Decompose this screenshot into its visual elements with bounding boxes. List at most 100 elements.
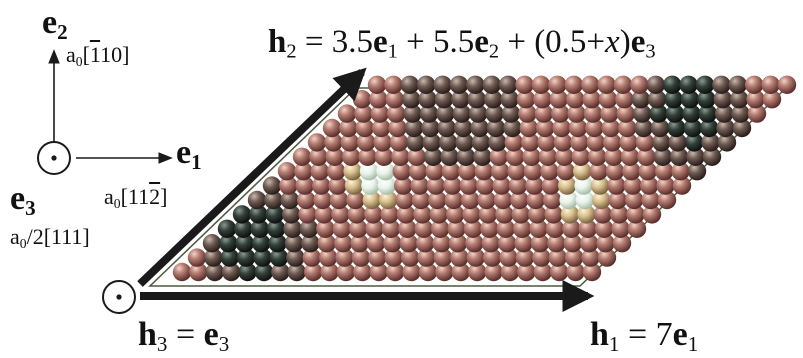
atom <box>663 75 682 95</box>
atom <box>384 248 403 267</box>
atom <box>204 248 223 267</box>
atom <box>623 176 642 195</box>
atom <box>336 262 356 282</box>
atom <box>612 234 632 253</box>
atom <box>652 133 671 152</box>
atom <box>386 262 405 282</box>
atom <box>417 248 436 267</box>
atom <box>399 234 418 253</box>
atom <box>314 205 334 224</box>
atom <box>267 219 286 238</box>
atom <box>187 248 207 267</box>
atom <box>365 219 384 238</box>
atom <box>284 234 304 253</box>
atom <box>590 176 610 195</box>
atom <box>578 219 597 238</box>
atom <box>665 104 685 123</box>
atom <box>582 262 602 282</box>
atom <box>747 104 767 123</box>
atom <box>447 219 466 238</box>
atom <box>362 190 381 210</box>
atom <box>482 75 501 95</box>
atom <box>511 205 530 224</box>
atom <box>439 133 458 152</box>
atom <box>437 118 456 138</box>
atom <box>574 176 593 195</box>
atom <box>449 75 469 95</box>
atom <box>481 234 500 253</box>
atom <box>264 190 283 210</box>
atom <box>603 133 622 152</box>
atom <box>235 234 254 253</box>
atom <box>409 162 428 181</box>
atom <box>422 133 441 152</box>
atom <box>498 234 517 253</box>
atom <box>468 262 487 282</box>
atom <box>428 190 447 210</box>
atom <box>641 190 660 210</box>
atom <box>458 162 477 181</box>
atom <box>172 262 192 282</box>
atom <box>702 147 722 166</box>
atom <box>499 248 518 267</box>
e3-out-of-plane-dot <box>51 155 57 161</box>
atom <box>717 133 737 152</box>
atom <box>575 190 595 210</box>
atom <box>262 176 282 195</box>
atom <box>664 90 683 109</box>
atom <box>601 118 620 138</box>
atom <box>588 147 607 166</box>
atom <box>304 262 323 282</box>
atom <box>597 248 617 267</box>
atom <box>550 262 569 282</box>
atom <box>352 90 372 109</box>
atom <box>610 205 629 224</box>
e1-direction: a0[112] <box>104 184 168 211</box>
atom <box>489 147 508 166</box>
e3-direction: a0/2[111] <box>10 224 90 251</box>
atom <box>307 133 327 152</box>
atom <box>646 75 665 95</box>
atom <box>295 176 314 195</box>
atom <box>478 205 498 224</box>
atom <box>685 133 704 152</box>
atom <box>701 133 720 152</box>
atom <box>476 176 495 195</box>
atom <box>563 234 582 253</box>
atom <box>301 234 320 253</box>
atom <box>380 205 399 224</box>
atom <box>232 205 252 224</box>
atom <box>299 219 319 238</box>
atom <box>715 104 734 123</box>
atom <box>605 162 625 181</box>
atom <box>286 248 305 267</box>
atom <box>523 162 543 181</box>
atom <box>419 104 439 123</box>
atom <box>402 90 421 109</box>
atom <box>452 104 471 123</box>
atom <box>253 248 272 267</box>
atom <box>269 248 289 267</box>
atom <box>451 262 470 282</box>
atom <box>620 147 640 166</box>
atom <box>394 176 413 195</box>
atom <box>462 205 481 224</box>
atom <box>339 118 358 138</box>
atom <box>516 90 536 109</box>
atom <box>370 104 389 123</box>
atom <box>716 118 735 138</box>
atom <box>680 90 700 109</box>
atom <box>500 90 519 109</box>
atom <box>454 118 473 138</box>
atom <box>732 118 752 138</box>
atom <box>566 90 585 109</box>
atom <box>731 104 750 123</box>
atom <box>564 75 583 95</box>
atom <box>418 262 438 282</box>
atom <box>354 104 373 123</box>
atom <box>618 118 637 138</box>
atom <box>616 104 635 123</box>
atom <box>622 162 641 181</box>
atom <box>613 75 633 95</box>
atom <box>553 133 573 152</box>
